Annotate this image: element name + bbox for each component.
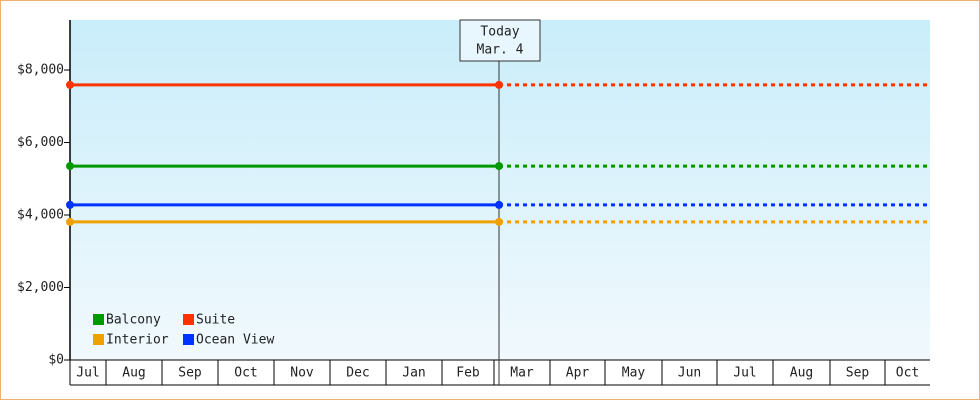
legend-label: Interior bbox=[106, 333, 169, 348]
today-box bbox=[459, 19, 541, 62]
legend-label: Ocean View bbox=[196, 333, 274, 348]
y-tick-label: $4,000 bbox=[17, 208, 64, 223]
x-tick-label: Oct bbox=[896, 366, 919, 381]
today-title: Today bbox=[480, 25, 519, 40]
x-tick-label: Jan bbox=[402, 366, 425, 381]
today-date: Mar. 4 bbox=[477, 43, 524, 58]
y-tick-label: $6,000 bbox=[17, 135, 64, 150]
y-tick-label: $2,000 bbox=[17, 280, 64, 295]
plot-area bbox=[70, 20, 930, 360]
legend-swatch bbox=[93, 334, 104, 345]
series-point bbox=[495, 80, 503, 89]
series-point bbox=[495, 217, 503, 226]
x-tick-label: Sep bbox=[178, 366, 202, 381]
series-point bbox=[66, 80, 74, 89]
x-tick-label: Aug bbox=[122, 366, 145, 381]
x-tick-label: Dec bbox=[346, 366, 369, 381]
legend-swatch bbox=[183, 314, 194, 325]
x-tick-label: Apr bbox=[566, 366, 590, 381]
x-tick-label: Mar bbox=[510, 366, 534, 381]
x-tick-label: Feb bbox=[456, 366, 480, 381]
x-tick-label: Nov bbox=[290, 366, 314, 381]
series-point bbox=[66, 217, 74, 226]
legend-label: Balcony bbox=[106, 313, 161, 328]
legend-swatch bbox=[93, 314, 104, 325]
x-tick-label: Sep bbox=[846, 366, 870, 381]
x-tick-label: Jul bbox=[76, 366, 99, 381]
x-tick-label: Aug bbox=[790, 366, 813, 381]
series-point bbox=[66, 162, 74, 171]
series-point bbox=[495, 200, 503, 209]
x-tick-label: Jun bbox=[678, 366, 701, 381]
series-point bbox=[495, 162, 503, 171]
x-tick-label: May bbox=[622, 366, 646, 381]
x-tick-label: Jul bbox=[733, 366, 756, 381]
y-tick-label: $8,000 bbox=[17, 63, 64, 78]
series-point bbox=[66, 200, 74, 209]
x-tick-label: Oct bbox=[234, 366, 257, 381]
legend-swatch bbox=[183, 334, 194, 345]
legend-label: Suite bbox=[196, 313, 235, 328]
y-tick-label: $0 bbox=[48, 353, 64, 368]
